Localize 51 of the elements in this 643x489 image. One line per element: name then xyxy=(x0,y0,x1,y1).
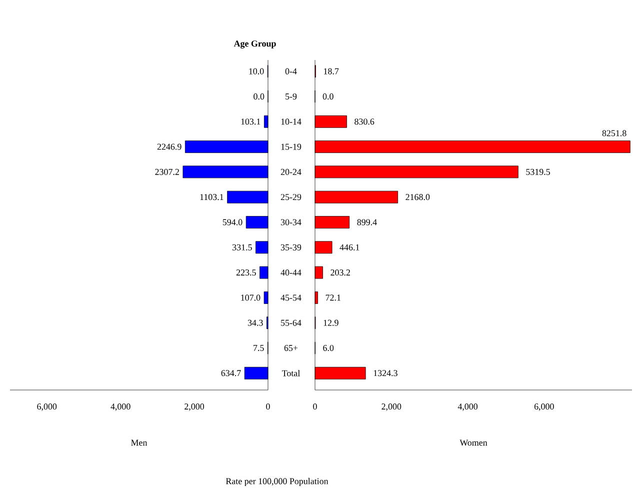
x-tick-label: 4,000 xyxy=(458,403,478,411)
x-tick-label: 2,000 xyxy=(382,403,402,411)
data-label: 5319.5 xyxy=(526,168,550,175)
y-tick-label: Total xyxy=(282,370,300,376)
data-label: 7.5 xyxy=(254,344,264,351)
y-tick-label: 10-14 xyxy=(281,118,302,124)
data-label: 107.0 xyxy=(241,294,260,301)
data-label: 0.0 xyxy=(254,93,264,100)
y-tick-label: 5-9 xyxy=(286,93,297,100)
y-tick-label: 25-29 xyxy=(280,194,302,200)
y-tick-label: 55-64 xyxy=(281,320,302,326)
data-label: 12.9 xyxy=(324,320,338,326)
y-tick-label: 0-4 xyxy=(285,68,297,74)
data-label: 446.1 xyxy=(340,244,360,250)
data-label: 103.1 xyxy=(241,118,260,124)
data-label: 203.2 xyxy=(330,269,350,276)
data-label: 34.3 xyxy=(248,320,263,326)
data-label: 2168.0 xyxy=(406,194,430,200)
data-label: 1324.3 xyxy=(374,370,398,376)
x-axis-title: Women xyxy=(460,440,488,446)
x-tick-label: 4,000 xyxy=(110,403,130,411)
y-tick-label: 20-24 xyxy=(280,168,302,175)
data-label: 72.1 xyxy=(326,294,340,301)
y-tick-label: 40-44 xyxy=(280,269,302,276)
data-label: 634.7 xyxy=(221,370,241,376)
x-axis-title: Men xyxy=(131,440,148,446)
data-label: 594.0 xyxy=(222,218,242,226)
data-label: 830.6 xyxy=(354,118,374,124)
x-tick-label: 0 xyxy=(313,403,317,410)
data-label: 8251.8 xyxy=(602,130,626,136)
y-tick-label: 15-19 xyxy=(281,144,302,150)
x-tick-label: 2,000 xyxy=(184,403,204,411)
data-label: 223.5 xyxy=(236,269,256,276)
data-label: 6.0 xyxy=(323,344,334,351)
chart-title: Age Group xyxy=(234,40,276,48)
data-label: 331.5 xyxy=(232,244,252,250)
data-label: 899.4 xyxy=(357,218,377,226)
y-tick-label: 35-39 xyxy=(280,244,302,250)
x-tick-label: 6,000 xyxy=(534,403,554,411)
text: Rate per 100,000 Population xyxy=(226,478,328,486)
y-tick-label: 30-34 xyxy=(280,219,302,226)
x-tick-label: 0 xyxy=(266,403,270,410)
y-tick-label: 45-54 xyxy=(280,294,302,300)
y-tick-label: 65+ xyxy=(284,344,298,351)
data-label: 2307.2 xyxy=(155,168,179,175)
data-label: 10.0 xyxy=(249,68,264,74)
data-label: 1103.1 xyxy=(200,194,224,200)
data-label: 18.7 xyxy=(324,68,339,74)
data-label: 2246.9 xyxy=(157,144,182,150)
x-tick-label: 6,000 xyxy=(37,403,57,411)
data-label: 0.0 xyxy=(322,93,334,100)
